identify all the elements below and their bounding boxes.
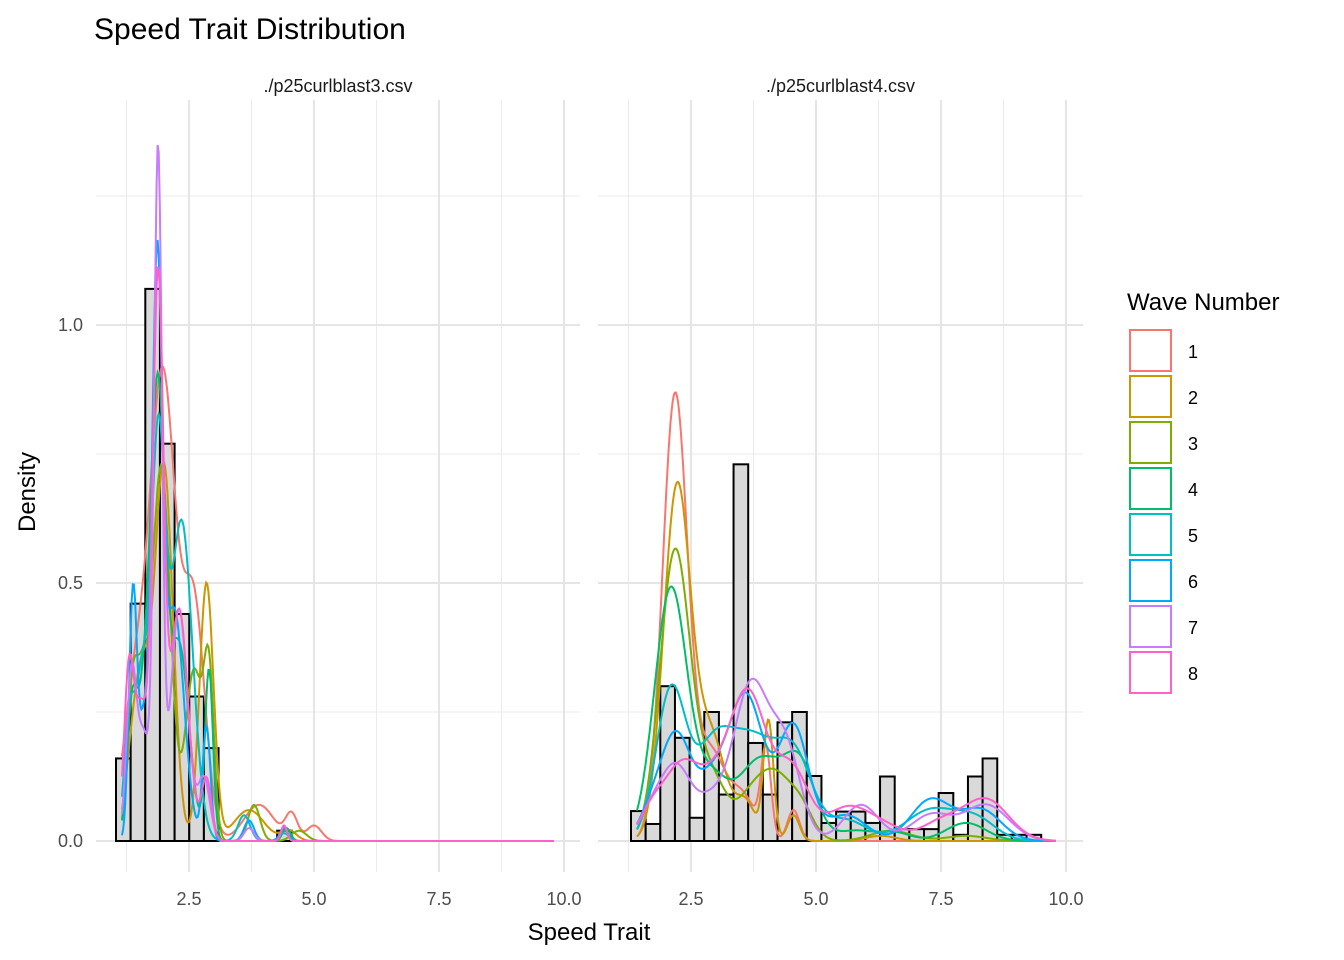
legend-item-6: 6 [1129, 559, 1198, 602]
legend-item-5: 5 [1129, 513, 1198, 556]
legend-key [1129, 559, 1172, 602]
density-curve-wave-8 [121, 266, 554, 842]
density-curve-wave-8 [636, 687, 1057, 842]
density-curve-wave-6 [121, 239, 554, 842]
legend-label: 8 [1188, 664, 1198, 684]
histogram-bar [644, 822, 662, 842]
legend-title: Wave Number [1127, 289, 1279, 316]
legend-key [1129, 329, 1172, 372]
y-tick-label: 0.0 [58, 831, 83, 851]
legend-item-7: 7 [1129, 605, 1198, 648]
histogram-bar [673, 736, 691, 842]
density-curves [121, 144, 554, 843]
density-curve-wave-3 [636, 547, 1056, 842]
histogram-bar [129, 602, 147, 843]
facet-label: ./p25curlblast3.csv [263, 76, 412, 96]
x-axis-label: Speed Trait [528, 919, 651, 946]
legend-label: 4 [1188, 480, 1198, 500]
legend-key [1129, 375, 1172, 418]
legend-item-3: 3 [1129, 421, 1198, 464]
legend-label: 6 [1188, 572, 1198, 592]
facet-label: ./p25curlblast4.csv [766, 76, 915, 96]
histogram-bar [688, 816, 706, 843]
grid-lines [598, 100, 1083, 872]
histogram-bar [747, 741, 764, 843]
y-axis-label: Density [14, 452, 41, 532]
y-tick-label: 1.0 [58, 315, 83, 335]
x-tick-label: 5.0 [301, 889, 326, 909]
legend-item-4: 4 [1129, 467, 1198, 510]
legend-key [1129, 605, 1172, 648]
legend-item-2: 2 [1129, 375, 1198, 418]
facet-panel-1: ./p25curlblast3.csv 2.5 5.0 7.5 10.0 [96, 76, 582, 909]
density-curve-wave-7 [636, 677, 1056, 842]
x-tick-labels: 2.5 5.0 7.5 10.0 [176, 889, 581, 909]
x-tick-labels: 2.5 5.0 7.5 10.0 [678, 889, 1083, 909]
x-tick-label: 10.0 [546, 889, 581, 909]
chart-title: Speed Trait Distribution [94, 13, 406, 46]
legend-key [1129, 651, 1172, 694]
legend: Wave Number 1 2 3 4 5 6 7 8 [1127, 289, 1279, 694]
x-tick-label: 10.0 [1048, 889, 1083, 909]
legend-item-8: 8 [1129, 651, 1198, 694]
legend-label: 2 [1188, 388, 1198, 408]
x-tick-label: 7.5 [928, 889, 953, 909]
legend-label: 1 [1188, 342, 1198, 362]
density-curve-wave-5 [636, 683, 1056, 842]
facet-panel-2: ./p25curlblast4.csv 2.5 5.0 7.5 10.0 [598, 76, 1084, 909]
histogram-bar [717, 793, 735, 842]
x-tick-label: 7.5 [426, 889, 451, 909]
legend-label: 5 [1188, 526, 1198, 546]
histogram-bar [732, 463, 750, 842]
legend-label: 7 [1188, 618, 1198, 638]
x-tick-label: 5.0 [803, 889, 828, 909]
x-tick-label: 2.5 [176, 889, 201, 909]
histogram-bar [703, 711, 720, 842]
legend-key [1129, 513, 1172, 556]
x-tick-label: 2.5 [678, 889, 703, 909]
legend-key [1129, 467, 1172, 510]
legend-key [1129, 421, 1172, 464]
legend-label: 3 [1188, 434, 1198, 454]
y-tick-label: 0.5 [58, 573, 83, 593]
y-tick-labels: 0.0 0.5 1.0 [58, 315, 83, 851]
density-curves [636, 391, 1057, 842]
legend-item-1: 1 [1129, 329, 1198, 372]
density-curve-wave-4 [636, 585, 1056, 842]
